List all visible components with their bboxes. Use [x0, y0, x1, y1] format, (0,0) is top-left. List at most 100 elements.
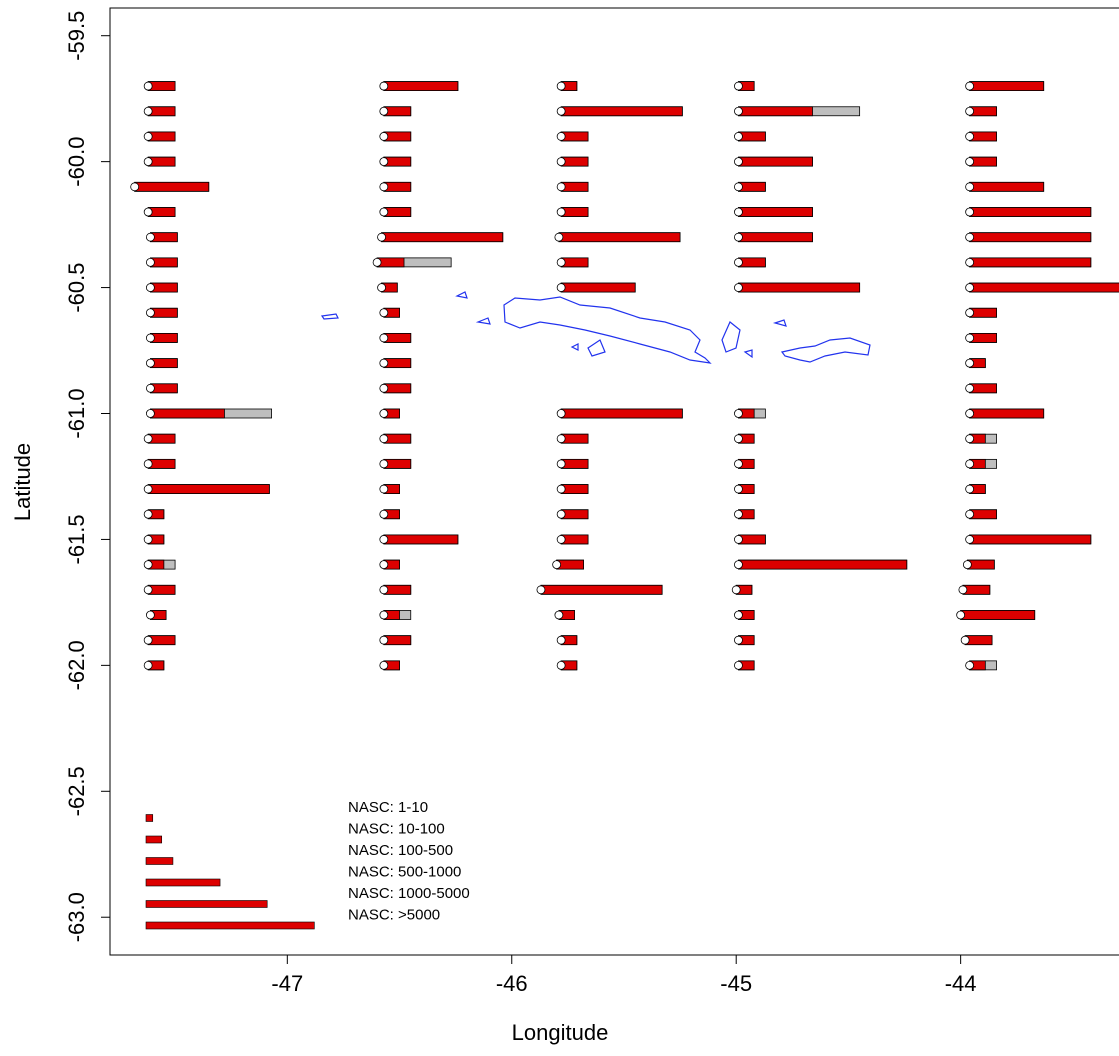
track-point	[379, 132, 389, 141]
track-point	[734, 610, 743, 620]
track-point	[731, 585, 741, 595]
primary-bar	[560, 282, 636, 293]
track-point	[379, 383, 389, 393]
track-point	[734, 182, 743, 192]
y-tick-label: -61.5	[64, 514, 89, 564]
primary-bar	[738, 156, 813, 167]
track-point	[556, 207, 566, 217]
track-point	[556, 81, 566, 91]
primary-bar	[560, 106, 683, 117]
track-point	[556, 106, 566, 116]
track-point	[556, 182, 566, 192]
track-point	[965, 283, 975, 292]
primary-bar	[540, 584, 663, 595]
track-point	[734, 132, 743, 141]
track-point	[734, 283, 743, 292]
y-tick-label: -60.0	[64, 137, 89, 187]
track-point	[556, 459, 566, 469]
track-point	[145, 257, 155, 267]
track-point	[734, 81, 743, 91]
track-point	[379, 509, 389, 519]
legend-bar	[145, 814, 154, 822]
track-point	[554, 232, 564, 242]
y-tick-label: -62.0	[64, 640, 89, 690]
track-point	[965, 660, 975, 670]
track-point	[379, 207, 389, 217]
track-point	[143, 509, 153, 519]
y-tick-label: -60.5	[64, 262, 89, 312]
track-point	[536, 585, 546, 595]
track-point	[556, 257, 566, 267]
primary-bar	[738, 282, 861, 293]
track-point	[965, 484, 975, 494]
x-tick-label: -44	[945, 971, 977, 996]
track-point	[143, 660, 153, 670]
track-point	[734, 257, 743, 267]
legend-label: NASC: >5000	[348, 907, 440, 924]
track-point	[556, 635, 566, 645]
track-point	[556, 132, 566, 141]
track-point	[377, 283, 386, 292]
track-point	[145, 383, 155, 393]
primary-bar	[960, 610, 1036, 620]
track-point	[956, 610, 966, 620]
track-point	[965, 207, 975, 217]
track-point	[734, 484, 743, 494]
track-point	[965, 535, 975, 544]
track-point	[379, 560, 389, 570]
track-point	[734, 157, 743, 167]
track-point	[145, 610, 155, 620]
track-point	[556, 509, 566, 519]
track-point	[734, 207, 743, 217]
x-tick-label: -47	[271, 971, 303, 996]
legend-label: NASC: 10-100	[348, 821, 445, 838]
track-point	[145, 358, 155, 368]
track-point	[965, 132, 975, 141]
track-point	[965, 106, 975, 116]
legend-bar	[145, 857, 174, 865]
track-point	[556, 484, 566, 494]
primary-bar	[738, 232, 813, 243]
plot-frame	[109, 7, 1119, 956]
track-point	[734, 409, 743, 418]
track-point	[143, 560, 153, 570]
legend-bar	[145, 921, 315, 930]
y-tick-label: -62.5	[64, 766, 89, 816]
legend-label: NASC: 1000-5000	[348, 885, 470, 902]
legend-label: NASC: 1-10	[348, 799, 428, 816]
track-point	[143, 434, 153, 444]
primary-bar	[969, 232, 1092, 243]
track-point	[965, 358, 975, 368]
track-point	[965, 434, 975, 444]
primary-bar	[383, 81, 459, 91]
track-point	[965, 308, 975, 318]
primary-bar	[969, 257, 1092, 268]
track-point	[554, 610, 564, 620]
primary-bar	[149, 408, 225, 419]
track-point	[143, 585, 153, 595]
track-point	[145, 409, 155, 418]
track-point	[143, 106, 153, 116]
track-point	[379, 635, 389, 645]
track-point	[734, 535, 743, 544]
track-point	[734, 459, 743, 469]
track-point	[379, 610, 389, 620]
track-point	[965, 257, 975, 267]
track-point	[379, 535, 389, 544]
track-point	[145, 283, 155, 292]
legend-bar	[145, 900, 268, 908]
track-point	[143, 81, 153, 91]
track-point	[145, 232, 155, 242]
track-point	[965, 509, 975, 519]
primary-bar	[969, 534, 1092, 545]
track-point	[379, 484, 389, 494]
track-point	[143, 132, 153, 141]
track-point	[379, 660, 389, 670]
track-point	[734, 434, 743, 444]
primary-bar	[381, 232, 504, 243]
track-point	[143, 157, 153, 167]
track-point	[734, 660, 743, 670]
track-point	[556, 157, 566, 167]
track-point	[145, 308, 155, 318]
